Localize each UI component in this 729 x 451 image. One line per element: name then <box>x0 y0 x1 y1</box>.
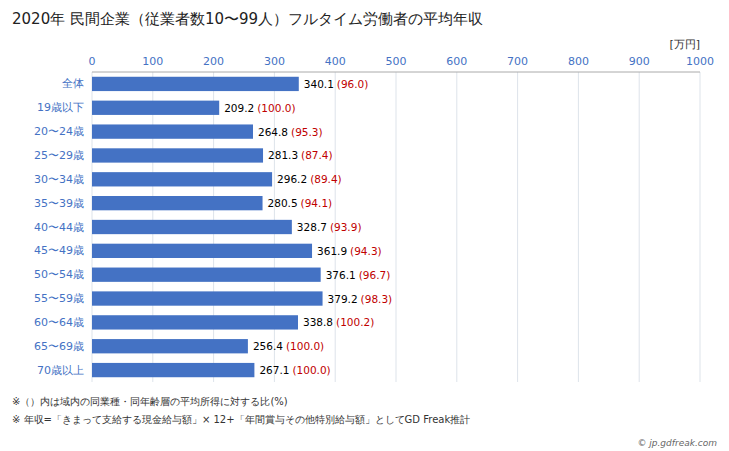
category-label: 30〜34歳 <box>34 173 84 186</box>
value-label: 379.2 <box>328 293 358 305</box>
tick-label: 0 <box>89 55 96 68</box>
bar <box>92 268 321 282</box>
grid-line <box>578 72 579 382</box>
category-label: 65〜69歳 <box>34 340 84 353</box>
tick-label: 100 <box>142 55 163 68</box>
bar <box>92 339 248 353</box>
value-label: 264.8 <box>258 126 288 138</box>
tick-label: 500 <box>386 55 407 68</box>
value-label: 340.1 <box>304 78 334 90</box>
bar <box>92 77 299 91</box>
category-label: 40〜44歳 <box>34 221 84 234</box>
ratio-label: (100.0) <box>286 340 324 352</box>
chart: 2020年 民間企業（従業者数10〜99人）フルタイム労働者の平均年収 [万円] 0… <box>0 0 729 451</box>
value-label: 281.3 <box>268 149 298 161</box>
ratio-label: (98.3) <box>361 293 393 305</box>
tick-label: 800 <box>568 55 589 68</box>
ratio-label: (100.2) <box>336 316 374 328</box>
grid-line <box>396 72 397 382</box>
ratio-label: (96.0) <box>337 78 369 90</box>
labels: 全体340.1(96.0)19歳以下209.2(100.0)20〜24歳264.… <box>34 77 392 376</box>
bar <box>92 315 298 329</box>
grid-line <box>517 72 518 382</box>
watermark: © jp.gdfreak.com <box>637 438 717 448</box>
category-label: 60〜64歳 <box>34 316 84 329</box>
note: ※（）内は域内の同業種・同年齢層の平均所得に対する比(%) <box>12 396 288 407</box>
value-label: 338.8 <box>303 316 333 328</box>
ratio-label: (100.0) <box>292 364 330 376</box>
axis-line <box>92 72 700 73</box>
category-label: 19歳以下 <box>37 101 84 114</box>
ratio-label: (89.4) <box>310 173 342 185</box>
grid-line <box>700 72 701 382</box>
tick-label: 400 <box>325 55 346 68</box>
category-label: 70歳以上 <box>37 364 84 377</box>
note: ※ 年収=「きまって支給する現金給与額」× 12+「年間賞与その他特別給与額」と… <box>12 414 470 425</box>
bar <box>92 148 263 162</box>
value-label: 256.4 <box>253 340 283 352</box>
grid-line <box>456 72 457 382</box>
bar <box>92 220 292 234</box>
category-label: 35〜39歳 <box>34 197 84 210</box>
grid-line <box>639 72 640 382</box>
value-label: 361.9 <box>317 245 347 257</box>
tick-label: 200 <box>203 55 224 68</box>
bars <box>92 77 323 377</box>
ratio-label: (94.1) <box>301 197 333 209</box>
bar <box>92 124 253 138</box>
value-label: 376.1 <box>326 269 356 281</box>
bar <box>92 363 254 377</box>
category-label: 全体 <box>62 77 84 90</box>
axis-label: [万円] <box>669 38 700 51</box>
ratio-label: (95.3) <box>291 126 323 138</box>
ratio-label: (100.0) <box>257 102 295 114</box>
ratio-label: (87.4) <box>301 149 333 161</box>
value-label: 296.2 <box>277 173 307 185</box>
bar <box>92 172 272 186</box>
category-label: 55〜59歳 <box>34 292 84 305</box>
tick-label: 300 <box>264 55 285 68</box>
bar <box>92 196 263 210</box>
ratio-label: (96.7) <box>359 269 391 281</box>
title: 2020年 民間企業（従業者数10〜99人）フルタイム労働者の平均年収 <box>12 10 483 28</box>
category-label: 45〜49歳 <box>34 244 84 257</box>
tick-label: 900 <box>629 55 650 68</box>
grid <box>92 72 700 382</box>
ratio-label: (93.9) <box>330 221 362 233</box>
value-label: 267.1 <box>259 364 289 376</box>
bar <box>92 244 312 258</box>
value-label: 328.7 <box>297 221 327 233</box>
value-label: 209.2 <box>224 102 254 114</box>
value-label: 280.5 <box>268 197 298 209</box>
tick-label: 700 <box>507 55 528 68</box>
bar <box>92 101 219 115</box>
bar <box>92 291 323 305</box>
category-label: 25〜29歳 <box>34 149 84 162</box>
tick-label: 1000 <box>686 55 714 68</box>
tick-label: 600 <box>446 55 467 68</box>
category-label: 50〜54歳 <box>34 268 84 281</box>
ratio-label: (94.3) <box>350 245 382 257</box>
category-label: 20〜24歳 <box>34 125 84 138</box>
